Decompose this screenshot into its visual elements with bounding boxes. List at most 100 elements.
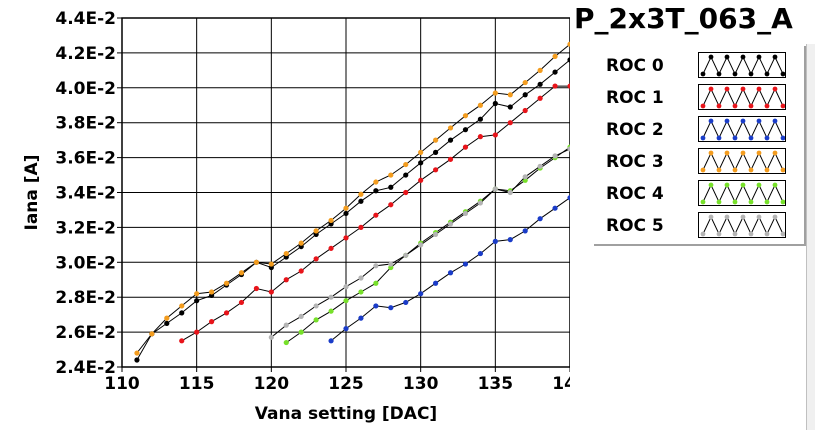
- data-point: [433, 280, 439, 286]
- y-axis-title: Iana [A]: [22, 155, 42, 231]
- data-point: [313, 303, 319, 309]
- x-tick-label: 135: [478, 374, 514, 394]
- data-point: [194, 291, 200, 297]
- data-point: [298, 313, 304, 319]
- series-roc-3: [134, 41, 573, 356]
- legend-label: ROC 3: [606, 152, 664, 172]
- x-tick-label: 120: [254, 374, 290, 394]
- series-line: [286, 146, 571, 344]
- data-point: [552, 153, 558, 159]
- legend-entry: ROC 1: [594, 82, 804, 112]
- data-point: [358, 275, 364, 281]
- data-point: [179, 303, 185, 309]
- data-point: [462, 210, 469, 217]
- data-point: [283, 339, 289, 346]
- data-point: [373, 263, 379, 269]
- y-tick-label: 2.4E-2: [55, 358, 116, 378]
- data-point: [418, 149, 424, 155]
- data-point: [253, 259, 259, 265]
- graph-title: P_2x3T_063_A: [574, 2, 793, 35]
- data-point: [253, 285, 259, 292]
- series-roc-1: [179, 83, 573, 344]
- data-point: [373, 188, 379, 194]
- data-point: [343, 210, 349, 217]
- data-point: [328, 338, 334, 344]
- data-point: [179, 310, 185, 316]
- series-line: [136, 43, 571, 354]
- y-tick-label: 3.2E-2: [55, 218, 116, 238]
- legend-swatch: [698, 212, 786, 238]
- data-point: [179, 338, 185, 344]
- data-point: [403, 252, 409, 258]
- legend-entry: ROC 0: [594, 50, 804, 80]
- data-point: [433, 149, 439, 155]
- data-point: [388, 172, 394, 178]
- data-point: [477, 134, 483, 140]
- data-point: [507, 120, 513, 126]
- data-point: [477, 116, 483, 122]
- data-point: [477, 250, 483, 257]
- data-point: [328, 308, 334, 314]
- data-point: [373, 212, 379, 218]
- data-point: [164, 315, 170, 321]
- y-tick-label: 3.4E-2: [55, 184, 116, 204]
- data-point: [492, 238, 498, 244]
- legend-label: ROC 2: [606, 120, 664, 140]
- vertical-scrollbar[interactable]: [806, 44, 815, 430]
- data-point: [447, 270, 454, 276]
- data-point: [403, 172, 409, 178]
- data-point: [403, 189, 409, 196]
- data-point: [507, 189, 513, 196]
- series-roc-2: [328, 195, 573, 344]
- x-tick-label: 115: [179, 374, 215, 394]
- legend-swatch: [698, 52, 786, 78]
- data-point: [238, 270, 245, 276]
- data-point: [462, 144, 469, 150]
- data-point: [447, 156, 454, 162]
- data-point: [194, 329, 200, 335]
- data-point: [552, 53, 558, 59]
- legend-entry: ROC 2: [594, 114, 804, 144]
- data-point: [477, 102, 483, 108]
- data-point: [313, 256, 319, 262]
- legend-swatch: [698, 180, 786, 206]
- data-point: [283, 322, 289, 328]
- data-point: [388, 261, 394, 267]
- data-point: [388, 184, 394, 190]
- data-point: [537, 95, 543, 101]
- data-point: [552, 205, 558, 211]
- data-point: [447, 137, 454, 143]
- data-point: [268, 261, 274, 267]
- legend-entry: ROC 3: [594, 146, 804, 176]
- data-point: [358, 198, 364, 204]
- data-point: [447, 221, 454, 227]
- data-point: [134, 357, 140, 363]
- data-point: [507, 237, 513, 243]
- data-point: [388, 202, 394, 208]
- data-point: [537, 81, 543, 87]
- grid: [122, 18, 570, 367]
- data-point: [298, 240, 304, 246]
- data-point: [358, 191, 364, 197]
- data-point: [149, 331, 155, 337]
- data-point: [328, 294, 334, 300]
- data-point: [403, 299, 409, 306]
- data-point: [313, 228, 319, 234]
- data-point: [343, 284, 349, 290]
- data-point: [373, 303, 379, 309]
- data-point: [283, 250, 289, 257]
- data-point: [522, 79, 528, 86]
- data-point: [298, 268, 304, 274]
- data-point: [343, 326, 349, 332]
- data-point: [418, 242, 424, 248]
- data-point: [522, 228, 528, 234]
- data-point: [522, 107, 528, 114]
- legend-swatch: [698, 84, 786, 110]
- data-point: [433, 137, 439, 143]
- data-point: [223, 280, 230, 286]
- data-point: [507, 92, 513, 98]
- legend-entry: ROC 4: [594, 178, 804, 208]
- data-point: [492, 132, 498, 138]
- data-point: [403, 161, 409, 168]
- x-axis-title: Vana setting [DAC]: [255, 404, 437, 424]
